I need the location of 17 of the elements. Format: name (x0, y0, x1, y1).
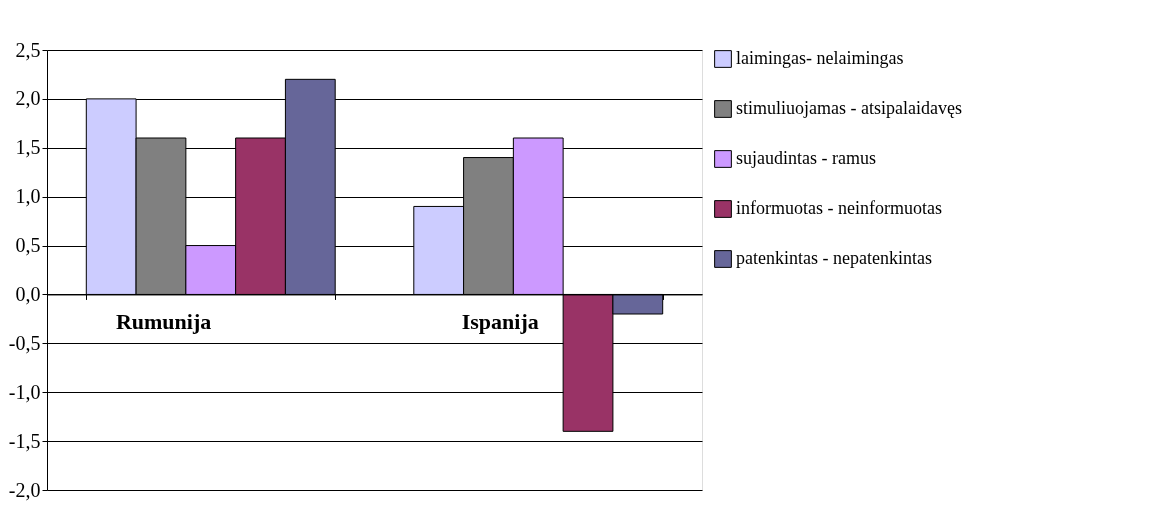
y-tick-label: -2,0 (8, 478, 41, 501)
legend-label: sujaudintas - ramus (736, 148, 876, 168)
y-tick-label: -1,5 (8, 429, 41, 452)
legend-label: patenkintas - nepatenkintas (736, 248, 932, 268)
x-tick-label: Rumunija (115, 308, 212, 334)
y-tick-label: 0,5 (15, 234, 41, 257)
y-tick-label: 2,5 (15, 38, 41, 61)
y-tick-label: -1,0 (8, 380, 41, 403)
y-tick-label: 1,5 (15, 136, 41, 159)
x-tick-label: Ispanija (461, 308, 539, 334)
y-tick-label: 0,0 (15, 282, 41, 305)
y-tick-label: -0,5 (8, 331, 41, 354)
legend-label: informuotas - neinformuotas (736, 198, 942, 218)
y-tick-label: 1,0 (15, 185, 41, 208)
y-tick-label: 2,0 (15, 87, 41, 110)
legend-label: stimuliuojamas - atsipalaidavęs (736, 98, 962, 118)
legend-label: laimingas- nelaimingas (736, 48, 904, 68)
